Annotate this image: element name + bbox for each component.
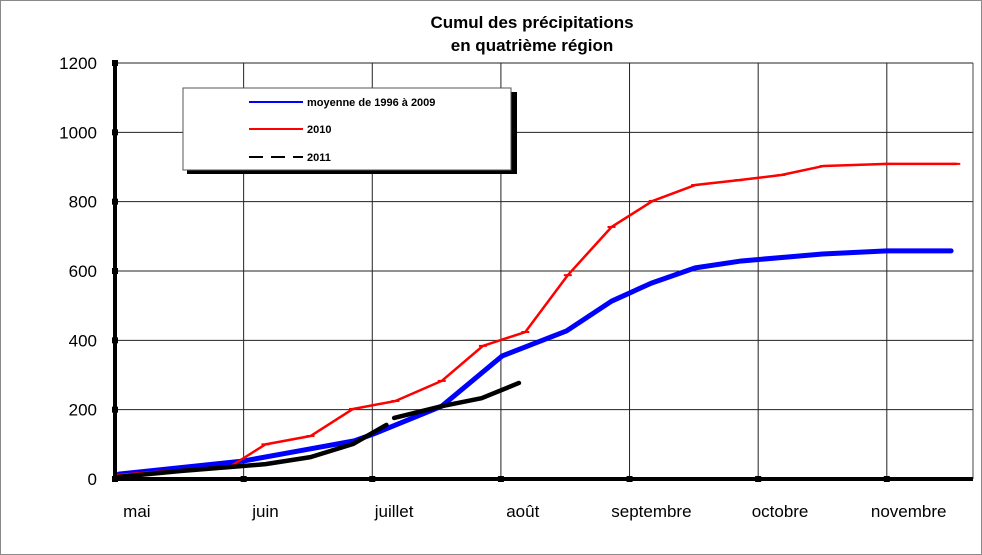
y-tick-label: 600 [69, 262, 97, 281]
y-tick-label: 800 [69, 193, 97, 212]
x-tick-label: juillet [374, 502, 414, 521]
y-tick-label: 200 [69, 401, 97, 420]
y-tick-label: 1000 [59, 123, 97, 142]
chart-title-line-1: Cumul des précipitations [430, 13, 633, 32]
x-tick-label: août [506, 502, 539, 521]
series-line-2011 [116, 422, 389, 480]
series-line-moyenne-de-1996-à-2009 [116, 248, 954, 477]
legend-label-2011: 2011 [307, 152, 331, 164]
y-tick-label: 1200 [59, 54, 97, 73]
grid [115, 62, 974, 479]
series-line-2010 [117, 162, 958, 477]
legend-label-2010: 2010 [307, 124, 331, 136]
legend-box [182, 87, 512, 171]
legend-label-moyenne: moyenne de 1996 à 2009 [307, 97, 435, 109]
legend: moyenne de 1996 à 2009 2010 2011 [182, 87, 517, 174]
y-tick-label: 400 [69, 331, 97, 350]
chart-title-line-2: en quatrième région [451, 36, 613, 55]
x-tick-label: novembre [871, 502, 947, 521]
axes: 0 200 400 600 800 1000 1200 mai juin juillet août s… [59, 54, 973, 521]
series-lines [114, 162, 961, 480]
x-tick-label: octobre [752, 502, 809, 521]
y-tick-label: 0 [88, 470, 97, 489]
x-tick-label: mai [123, 502, 150, 521]
x-tick-label: septembre [611, 502, 691, 521]
x-tick-label: juin [251, 502, 278, 521]
series-line-2011 [391, 380, 522, 421]
